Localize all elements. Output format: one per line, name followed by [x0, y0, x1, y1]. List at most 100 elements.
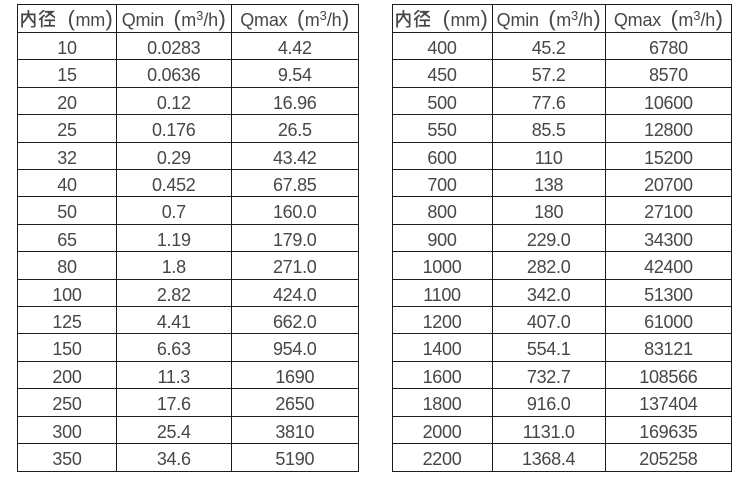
header-cell-qmin: Qmin (m3/h) [491, 4, 606, 33]
cjk-glyph [396, 10, 411, 28]
table-row: 65 1.19 179.0 [17, 223, 359, 253]
table-cell: 2200 [391, 443, 493, 472]
table-cell: 34300 [604, 223, 732, 253]
table-cell: 0.176 [116, 114, 232, 143]
table-cell: 350 [17, 443, 117, 472]
table-cell: 1.19 [116, 223, 232, 253]
table-cell: 1100 [391, 278, 493, 308]
table-cell: 900 [391, 223, 493, 253]
table-cell: 0.29 [116, 141, 232, 171]
fullwidth-paren: ) [341, 6, 350, 31]
table-cell: 42400 [604, 251, 732, 280]
table-cell: 6.63 [116, 333, 232, 362]
table-body: 400 45.2 6780 450 57.2 8570 500 77.6 10600 550 85.… [391, 31, 732, 472]
table-row: 125 4.41 662.0 [17, 306, 359, 335]
table-cell: 15200 [604, 141, 732, 171]
table-row: 550 85.5 12800 [391, 114, 732, 143]
table-cell: 110 [491, 141, 606, 171]
table-row: 20 0.12 16.96 [17, 86, 359, 116]
table-header-row: (mm) Qmin (m3/h) Qmax (m3/h) [17, 4, 359, 33]
large-diameter-flow-table: (mm) Qmin (m3/h) Qmax (m3/h) 400 45.2 6780 45… [391, 4, 732, 472]
table-cell: 20 [17, 86, 117, 116]
table-row: 2200 1368.4 205258 [391, 443, 732, 472]
table-cell: 16.96 [230, 86, 359, 116]
table-cell: 50 [17, 196, 117, 225]
table-row: 25 0.176 26.5 [17, 114, 359, 143]
table-cell: 342.0 [491, 278, 606, 308]
header-cell-inner-diameter: (mm) [391, 4, 493, 33]
table-row: 50 0.7 160.0 [17, 196, 359, 225]
table-cell: 1368.4 [491, 443, 606, 472]
table-row: 250 17.6 2650 [17, 388, 359, 417]
table-cell: 12800 [604, 114, 732, 143]
table-cell: 15 [17, 59, 117, 88]
table-cell: 0.0636 [116, 59, 232, 88]
table-row: 200 11.3 1690 [17, 360, 359, 390]
table-cell: 1800 [391, 388, 493, 417]
table-header-row: (mm) Qmin (m3/h) Qmax (m3/h) [391, 4, 732, 33]
table-row: 1000 282.0 42400 [391, 251, 732, 280]
table-cell: 51300 [604, 278, 732, 308]
table-cell: 700 [391, 169, 493, 198]
table-cell: 205258 [604, 443, 732, 472]
table-body: 10 0.0283 4.42 15 0.0636 9.54 20 0.12 16.96 25 0.1… [17, 31, 359, 472]
table-cell: 80 [17, 251, 117, 280]
table-cell: 57.2 [491, 59, 606, 88]
table-cell: 916.0 [491, 388, 606, 417]
table-row: 2000 1131.0 169635 [391, 415, 732, 445]
table-cell: 32 [17, 141, 117, 171]
table-row: 1200 407.0 61000 [391, 306, 732, 335]
table-cell: 137404 [604, 388, 732, 417]
table-cell: 600 [391, 141, 493, 171]
cjk-glyph [414, 10, 431, 28]
table-cell: 8570 [604, 59, 732, 88]
table-cell: 3810 [230, 415, 359, 445]
table-cell: 450 [391, 59, 493, 88]
table-cell: 554.1 [491, 333, 606, 362]
table-cell: 67.85 [230, 169, 359, 198]
table-cell: 4.41 [116, 306, 232, 335]
table-cell: 150 [17, 333, 117, 362]
table-cell: 25.4 [116, 415, 232, 445]
table-row: 1400 554.1 83121 [391, 333, 732, 362]
table-row: 1800 916.0 137404 [391, 388, 732, 417]
fullwidth-paren: ( [296, 6, 305, 31]
superscript-3: 3 [196, 8, 204, 23]
fullwidth-paren: ) [593, 6, 601, 31]
table-cell: 138 [491, 169, 606, 198]
table-row: 700 138 20700 [391, 169, 732, 198]
fullwidth-paren: ) [480, 6, 488, 31]
fullwidth-paren: ) [218, 6, 226, 31]
table-cell: 179.0 [230, 223, 359, 253]
fullwidth-paren: ( [548, 6, 556, 31]
table-cell: 65 [17, 223, 117, 253]
header-cell-qmax: Qmax (m3/h) [230, 4, 359, 33]
table-row: 1600 732.7 108566 [391, 360, 732, 390]
table-cell: 100 [17, 278, 117, 308]
table-cell: 11.3 [116, 360, 232, 390]
header-cell-inner-diameter: (mm) [17, 4, 117, 33]
small-diameter-flow-table: (mm) Qmin (m3/h) Qmax (m3/h) 10 0.0283 4.42 1… [17, 4, 359, 472]
table-cell: 25 [17, 114, 117, 143]
cjk-glyph [39, 10, 56, 28]
table-cell: 45.2 [491, 31, 606, 61]
table-cell: 1200 [391, 306, 493, 335]
table-row: 400 45.2 6780 [391, 31, 732, 61]
table-cell: 1.8 [116, 251, 232, 280]
table-cell: 169635 [604, 415, 732, 445]
table-cell: 5190 [230, 443, 359, 472]
table-row: 150 6.63 954.0 [17, 333, 359, 362]
table-row: 10 0.0283 4.42 [17, 31, 359, 61]
table-cell: 0.7 [116, 196, 232, 225]
table-cell: 2000 [391, 415, 493, 445]
table-cell: 4.42 [230, 31, 359, 61]
table-cell: 6780 [604, 31, 732, 61]
table-cell: 1600 [391, 360, 493, 390]
table-cell: 83121 [604, 333, 732, 362]
table-cell: 732.7 [491, 360, 606, 390]
fullwidth-paren: ( [67, 6, 75, 31]
table-cell: 662.0 [230, 306, 359, 335]
table-row: 500 77.6 10600 [391, 86, 732, 116]
table-cell: 2650 [230, 388, 359, 417]
table-cell: 77.6 [491, 86, 606, 116]
